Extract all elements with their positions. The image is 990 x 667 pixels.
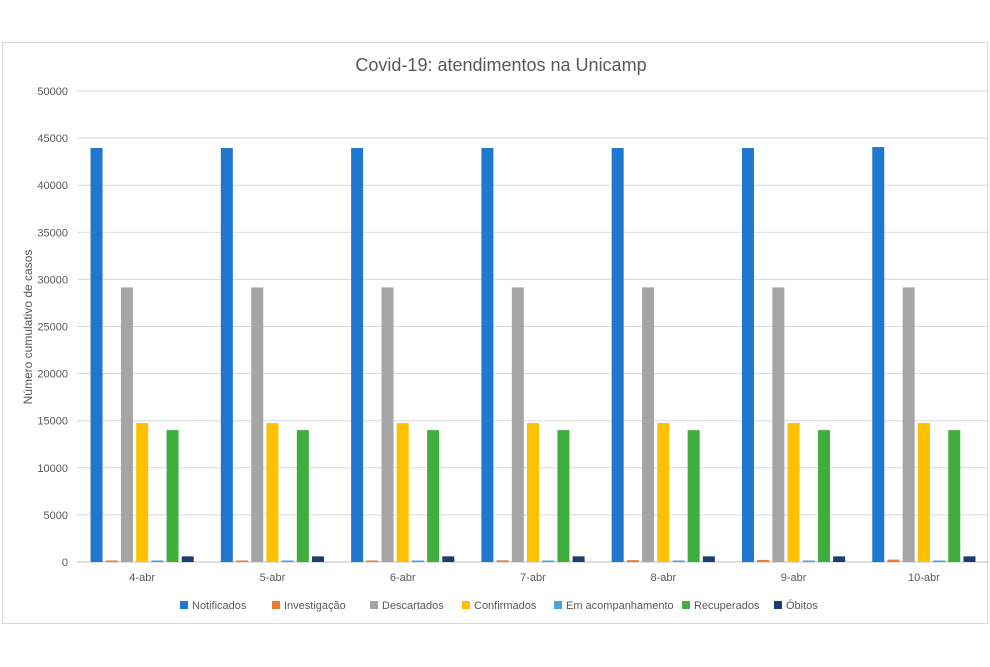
y-tick-label: 40000 xyxy=(37,180,68,192)
bar xyxy=(741,147,754,562)
bar xyxy=(626,560,639,562)
y-axis-label: Número cumulativo de casos xyxy=(21,250,35,405)
bar xyxy=(396,423,409,562)
bar xyxy=(381,287,394,562)
y-tick-label: 20000 xyxy=(37,369,68,381)
legend-swatch xyxy=(272,601,280,609)
bar xyxy=(511,287,524,562)
bar xyxy=(948,430,961,562)
bar xyxy=(136,423,149,562)
y-tick-label: 30000 xyxy=(37,274,68,286)
legend-swatch xyxy=(554,601,562,609)
legend-label: Confirmados xyxy=(474,600,537,612)
x-tick-label: 4-abr xyxy=(129,572,155,584)
bar xyxy=(611,147,624,562)
y-tick-label: 5000 xyxy=(44,510,68,522)
bar-chart: Covid-19: atendimentos na Unicamp 0 5000 1… xyxy=(21,55,989,612)
bar xyxy=(90,147,103,562)
legend-label: Óbitos xyxy=(786,599,818,612)
chart-title: Covid-19: atendimentos na Unicamp xyxy=(355,55,646,75)
bar xyxy=(427,430,440,562)
bar xyxy=(963,556,976,562)
bar xyxy=(442,556,455,562)
legend: Notificados Investigação Descartados Confir… xyxy=(180,599,818,612)
x-tick-label: 8-abr xyxy=(650,572,676,584)
bar xyxy=(251,287,264,562)
bar xyxy=(266,423,279,562)
bar xyxy=(181,556,194,562)
bar xyxy=(702,556,715,562)
legend-label: Notificados xyxy=(192,600,247,612)
legend-label: Descartados xyxy=(382,600,444,612)
bar xyxy=(351,147,364,562)
y-tick-label: 35000 xyxy=(37,227,68,239)
bar xyxy=(672,560,685,562)
bar xyxy=(411,560,424,562)
x-tick-label: 5-abr xyxy=(260,572,286,584)
legend-swatch xyxy=(682,601,690,609)
bar xyxy=(802,560,815,562)
x-axis-ticks: 4-abr 5-abr 6-abr 7-abr 8-abr 9-abr 10-abr xyxy=(129,572,940,584)
bar xyxy=(817,430,830,562)
bar xyxy=(572,556,585,562)
y-tick-label: 50000 xyxy=(37,86,68,98)
bar xyxy=(166,430,179,562)
legend-label: Em acompanhamento xyxy=(566,600,674,612)
bar xyxy=(657,423,670,562)
y-axis-ticks: 0 5000 10000 15000 20000 25000 30000 35000 40000… xyxy=(37,86,68,569)
bar xyxy=(296,430,309,562)
legend-swatch xyxy=(180,601,188,609)
bar xyxy=(872,147,885,562)
bar xyxy=(557,430,570,562)
bar xyxy=(833,556,846,562)
x-tick-label: 10-abr xyxy=(908,572,940,584)
bar xyxy=(933,560,946,562)
bar xyxy=(281,560,294,562)
legend-swatch xyxy=(370,601,378,609)
x-tick-label: 9-abr xyxy=(781,572,807,584)
bar xyxy=(887,559,900,562)
bar xyxy=(917,423,930,562)
bars xyxy=(90,147,976,562)
y-tick-label: 0 xyxy=(62,557,68,569)
x-tick-label: 7-abr xyxy=(520,572,546,584)
bar xyxy=(312,556,325,562)
legend-label: Recuperados xyxy=(694,600,760,612)
legend-label: Investigação xyxy=(284,600,346,612)
bar xyxy=(366,560,379,562)
bar xyxy=(772,287,785,562)
bar xyxy=(787,423,800,562)
y-tick-label: 10000 xyxy=(37,463,68,475)
bar xyxy=(496,560,509,562)
bar xyxy=(642,287,655,562)
bar xyxy=(105,560,118,562)
bar xyxy=(902,287,915,562)
bar xyxy=(236,560,249,562)
chart-frame: Covid-19: atendimentos na Unicamp 0 5000 1… xyxy=(2,42,989,624)
bar xyxy=(220,147,233,562)
bar xyxy=(527,423,539,562)
y-tick-label: 15000 xyxy=(37,416,68,428)
bar xyxy=(542,560,555,562)
legend-swatch xyxy=(462,601,470,609)
bar xyxy=(687,430,700,562)
bar xyxy=(120,287,133,562)
x-tick-label: 6-abr xyxy=(390,572,416,584)
legend-swatch xyxy=(774,601,782,609)
bar xyxy=(481,147,494,562)
bar xyxy=(757,559,770,562)
y-tick-label: 45000 xyxy=(37,133,68,145)
bar xyxy=(151,560,164,562)
y-tick-label: 25000 xyxy=(37,322,68,334)
